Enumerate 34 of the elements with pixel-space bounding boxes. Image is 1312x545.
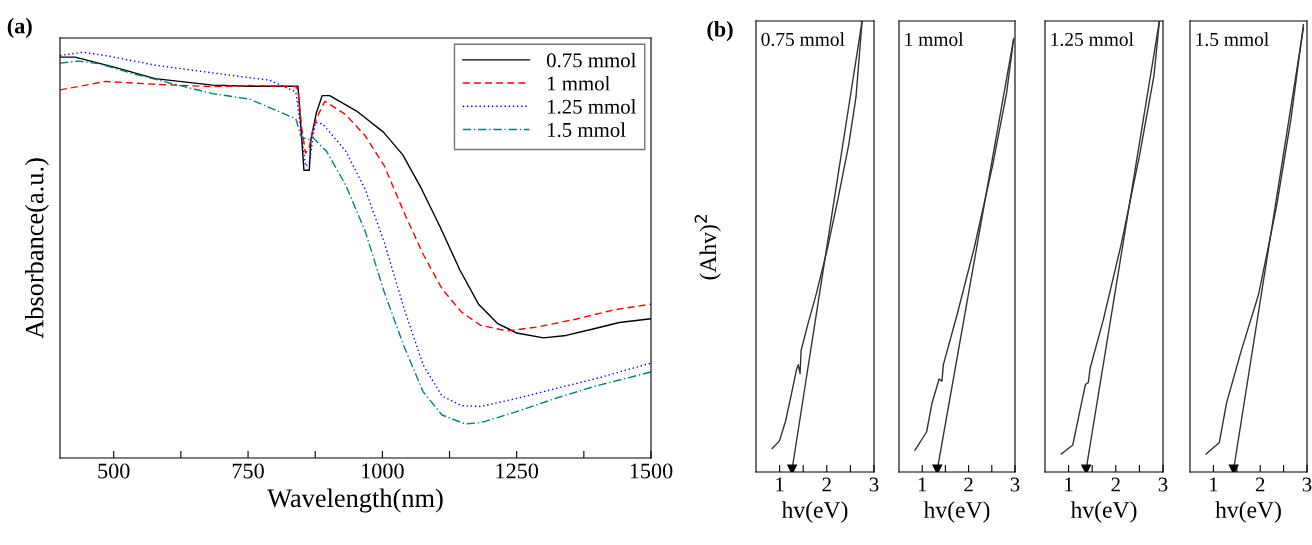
x-tick-label: 2 <box>822 477 831 492</box>
chart-title: 1 mmol <box>905 32 964 46</box>
y-axis-title: (Ahv)$^{2}$ <box>694 215 721 280</box>
x-tick-label: 750 <box>232 463 264 479</box>
x-tick-label: 3 <box>1010 477 1020 492</box>
legend-label: 1 mmol <box>547 75 610 91</box>
x-axis-title: hv(eV) <box>1215 501 1281 523</box>
x-tick-label: 1 <box>1210 477 1218 492</box>
text: (b) <box>707 21 733 42</box>
x-axis-title: Wavelength(nm) <box>267 488 443 513</box>
y-axis-title: Absorbance(a.u.) <box>24 158 49 339</box>
x-tick-label: 2 <box>964 477 973 492</box>
x-axis-title: hv(eV) <box>781 501 848 523</box>
x-tick-label: 1250 <box>496 463 539 479</box>
chart-title: 0.75 mmol <box>761 32 845 47</box>
chart-title: 1.5 mmol <box>1196 32 1269 47</box>
x-tick-label: 1000 <box>362 463 404 479</box>
x-tick-label: 1500 <box>630 463 673 479</box>
x-axis-title: hv(eV) <box>923 501 990 523</box>
legend-label: 1.25 mmol <box>547 99 636 114</box>
x-axis-title: hv(eV) <box>1070 501 1137 523</box>
x-tick-label: 1 <box>918 477 927 492</box>
legend-label: 1.5 mmol <box>547 122 626 138</box>
x-tick-label: 500 <box>98 463 130 479</box>
x-tick-label: 2 <box>1111 477 1120 492</box>
x-tick-label: 3 <box>869 477 879 492</box>
legend-label: 0.75 mmol <box>546 52 636 68</box>
x-tick-label: 3 <box>1158 477 1168 492</box>
chart-title: (a) <box>7 17 32 38</box>
x-tick-label: 3 <box>1302 477 1312 492</box>
x-tick-label: 1 <box>1065 477 1073 492</box>
x-tick-label: 2 <box>1255 477 1265 492</box>
x-tick-label: 1 <box>776 477 784 492</box>
chart-title: 1.25 mmol <box>1051 32 1134 47</box>
